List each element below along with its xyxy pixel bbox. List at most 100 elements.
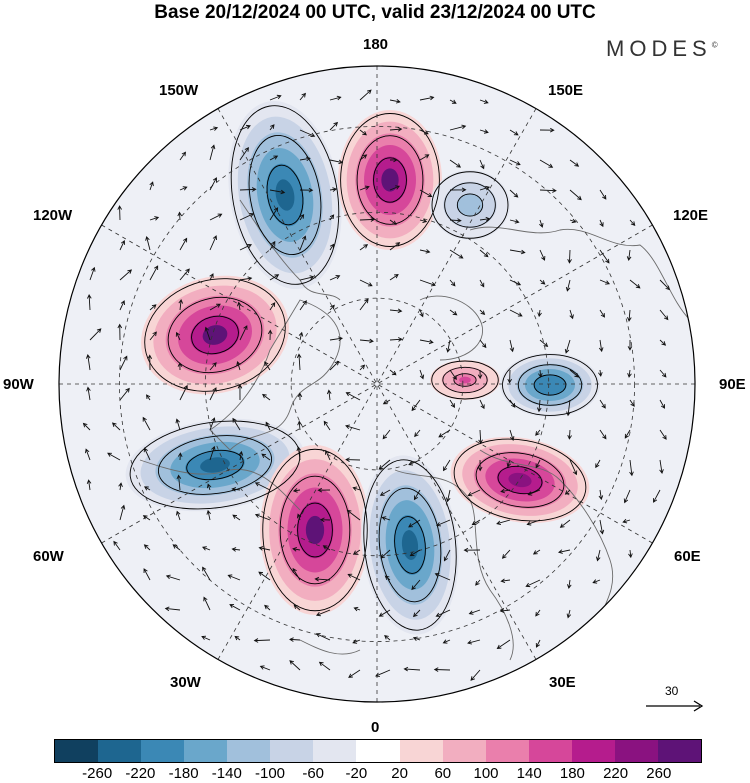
wind-vector-arrow — [253, 638, 271, 643]
wind-vector-arrow — [149, 181, 154, 191]
wind-vector-arrow — [89, 266, 96, 281]
wind-vector-arrow — [569, 159, 580, 167]
wind-vector-arrow — [467, 639, 481, 645]
wind-vector-arrow — [535, 459, 541, 469]
wind-vector-arrow — [389, 219, 397, 225]
wind-vector-arrow — [146, 394, 151, 401]
wind-vector-arrow — [412, 609, 421, 618]
wind-vector-arrow — [569, 309, 574, 320]
wind-vector-arrow — [449, 159, 462, 168]
wind-vector-arrow — [209, 362, 217, 371]
wind-vector-arrow — [449, 279, 456, 287]
wind-vector-arrow — [506, 459, 512, 468]
wind-vector-arrow — [478, 429, 483, 445]
contour-line — [129, 420, 301, 510]
colorbar-swatch — [227, 740, 271, 762]
wind-vector-arrow — [289, 637, 301, 642]
wind-vector-arrow — [479, 339, 487, 349]
wind-vector-arrow — [409, 549, 421, 557]
wind-vector-arrow — [359, 217, 376, 222]
wind-vector-arrow — [419, 369, 425, 380]
wind-vector-arrow — [479, 216, 491, 222]
wind-vector-arrow — [539, 159, 554, 168]
wind-vector-arrow — [269, 155, 279, 161]
wind-vector-arrow — [442, 639, 451, 644]
wind-vector-arrow — [119, 239, 126, 251]
wind-vector-arrow — [348, 669, 361, 678]
wind-vector-arrow — [595, 549, 601, 562]
wind-vector-arrow — [239, 325, 248, 341]
contour-line — [431, 360, 499, 400]
wind-vector-arrow — [352, 549, 361, 555]
wind-vector-arrow — [325, 449, 331, 461]
wind-vector-arrow — [201, 635, 211, 641]
wind-vector-arrow — [381, 516, 391, 521]
wind-vector-arrow — [179, 186, 188, 191]
wind-vector-arrow — [389, 337, 403, 342]
wind-vector-arrow — [359, 89, 372, 101]
wind-vector-arrow — [265, 421, 271, 431]
colorbar-tick-label: -20 — [345, 765, 368, 782]
wind-vector-arrow — [175, 331, 181, 341]
lon-label-30e: 30E — [549, 674, 576, 691]
wind-vector-arrow — [653, 489, 661, 503]
wind-vector-arrow — [384, 575, 391, 581]
wind-vector-arrow — [147, 354, 153, 371]
wind-vector-arrow — [408, 519, 421, 528]
wind-vector-arrow — [202, 546, 211, 551]
wind-vector-arrow — [264, 361, 271, 371]
wind-vector-arrow — [659, 309, 669, 321]
wind-vector-arrow — [599, 309, 605, 318]
wind-vector-arrow — [177, 211, 183, 221]
wind-vector-arrow — [475, 579, 481, 586]
wind-vector-arrow — [384, 634, 391, 641]
colorbar-swatch — [614, 740, 658, 762]
wind-vector-arrow — [299, 275, 315, 281]
wind-vector-arrow — [359, 244, 369, 251]
wind-vector-arrow — [209, 177, 217, 191]
wind-vector-arrow — [178, 298, 184, 311]
wind-vector-arrow — [509, 279, 522, 286]
wind-vector-arrow — [179, 384, 188, 401]
lon-label-120w: 120W — [33, 207, 73, 224]
wind-vector-arrow — [501, 549, 511, 559]
contour-line — [363, 459, 457, 631]
meridian-line — [217, 108, 537, 660]
wind-vector-arrow — [177, 452, 183, 461]
wind-vector-arrow — [292, 567, 301, 581]
lon-label-120e: 120E — [673, 207, 709, 224]
wind-vector-arrow — [85, 354, 91, 371]
wind-vector-arrow — [232, 417, 241, 431]
wind-vector-arrow — [443, 549, 451, 562]
wind-vector-arrow — [267, 329, 273, 341]
colorbar-tick-label: 220 — [603, 765, 629, 782]
colorbar-swatch — [399, 740, 443, 762]
wind-vector-arrow — [624, 429, 631, 439]
wind-vector-arrow — [509, 339, 515, 353]
wind-vector-arrow — [269, 302, 276, 311]
contour-line — [373, 157, 407, 203]
wind-vector-arrow — [536, 399, 542, 413]
wind-vector-arrow — [411, 579, 421, 591]
wind-vector-arrow — [236, 301, 242, 311]
wind-vector-arrow — [299, 156, 311, 162]
colorbar-swatch — [313, 740, 357, 762]
wind-vector-arrow — [537, 309, 542, 318]
wind-vector-arrow — [269, 124, 275, 131]
wind-vector-arrow — [509, 249, 526, 255]
wind-vector-arrow — [599, 429, 607, 440]
wind-vector-arrow — [477, 459, 483, 472]
wind-vector-arrow — [119, 269, 133, 281]
wind-vector-arrow — [89, 328, 102, 341]
wind-vector-arrow — [179, 237, 188, 251]
wind-vector-arrow — [659, 429, 667, 440]
wind-vector-arrow — [107, 452, 121, 461]
wind-vector-arrow — [509, 429, 515, 441]
wind-vector-arrow — [297, 392, 303, 401]
wind-vector-arrow — [599, 189, 607, 200]
contour-line — [431, 171, 509, 239]
wind-vector-arrow — [117, 323, 123, 341]
wind-vector-arrow — [239, 124, 251, 131]
wind-vector-arrow — [479, 129, 489, 134]
wind-vector-arrow — [119, 504, 126, 521]
